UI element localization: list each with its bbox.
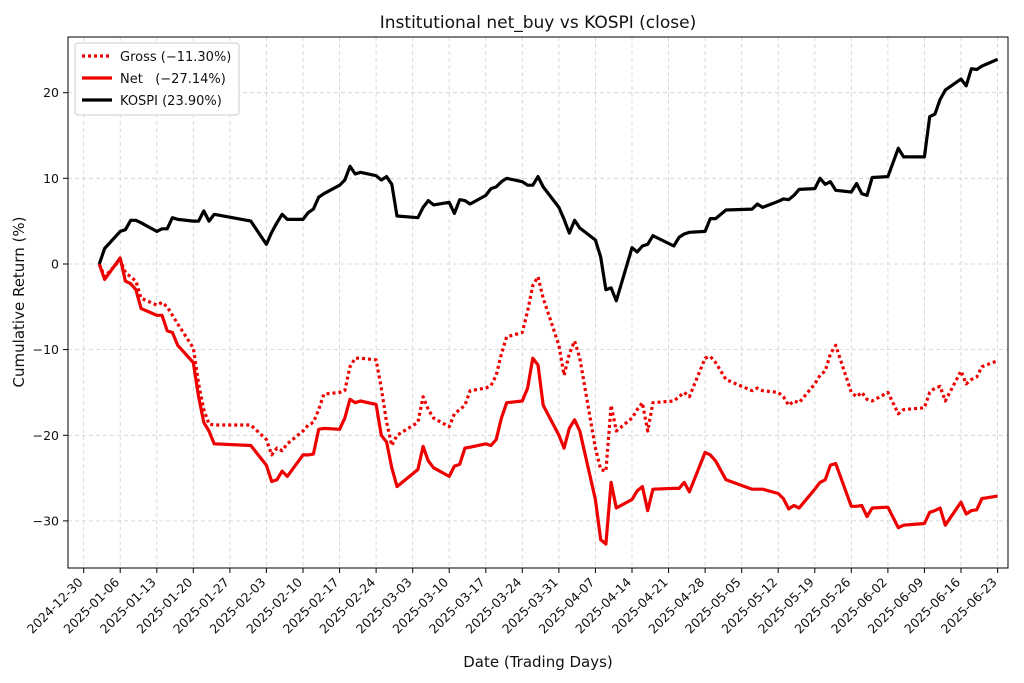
grid — [68, 37, 1008, 568]
y-tick-label: 10 — [43, 171, 59, 186]
chart-title: Institutional net_buy vs KOSPI (close) — [380, 13, 696, 33]
series-layer — [97, 57, 999, 546]
plot-frame — [67, 36, 1009, 569]
legend: Gross (−11.30%) Net (−27.14%) KOSPI (23.… — [74, 42, 240, 116]
y-tick-label: 0 — [51, 257, 59, 272]
series-net-line — [97, 256, 998, 546]
y-tick-label: 20 — [43, 85, 59, 100]
y-tick-label: −10 — [33, 342, 59, 357]
y-axis: −30 −20 −10 0 10 20 — [33, 85, 68, 528]
y-tick-label: −30 — [33, 513, 59, 528]
series-kospi-line — [97, 57, 999, 303]
y-tick-label: −20 — [33, 428, 59, 443]
y-axis-label: Cumulative Return (%) — [10, 217, 28, 388]
legend-label-net: Net (−27.14%) — [120, 72, 226, 87]
legend-label-kospi: KOSPI (23.90%) — [120, 94, 222, 109]
x-axis-label: Date (Trading Days) — [463, 653, 613, 671]
legend-box — [74, 42, 240, 116]
legend-label-gross: Gross (−11.30%) — [120, 50, 231, 65]
series-gross-line — [97, 258, 999, 473]
